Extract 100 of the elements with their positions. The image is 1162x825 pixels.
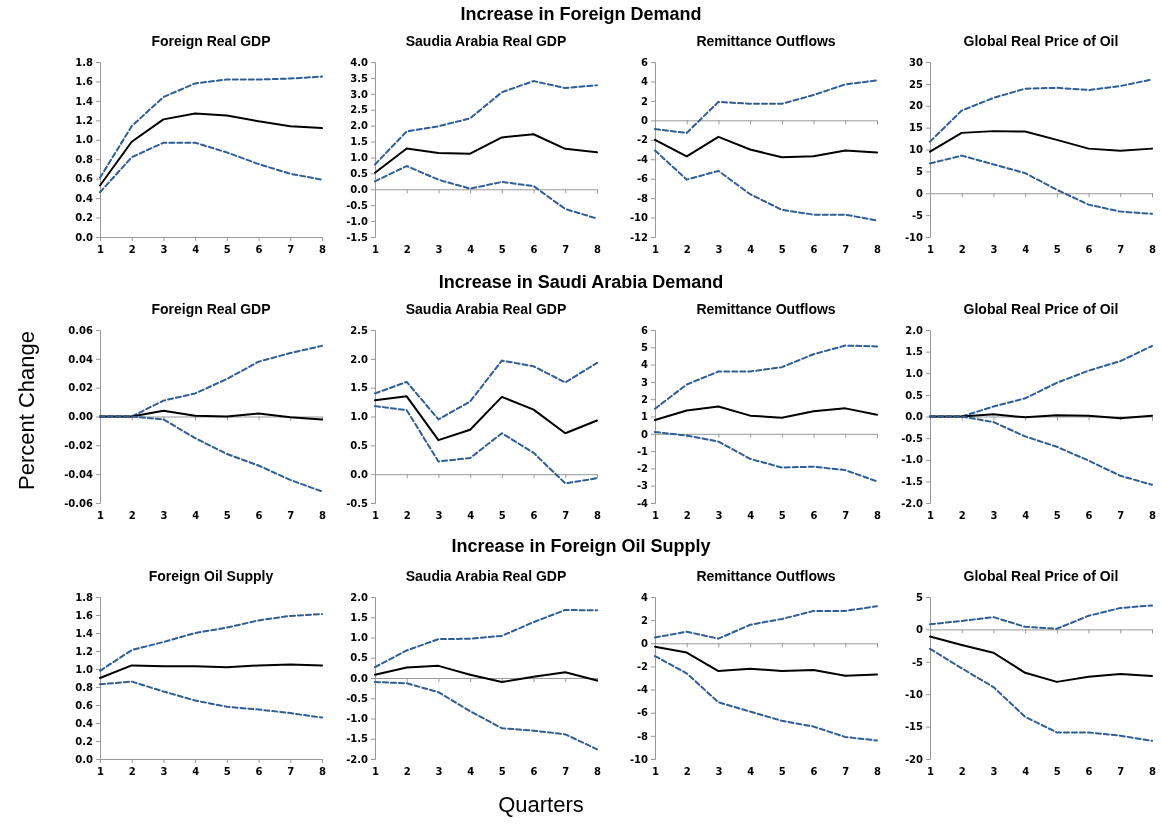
x-tick-label: 4 — [192, 510, 200, 522]
x-tick-label: 2 — [128, 244, 136, 256]
y-tick-label: 1.0 — [75, 134, 94, 146]
y-tick-label: 0.0 — [75, 753, 94, 765]
y-tick-label: 4 — [641, 76, 649, 88]
line-series — [99, 680, 323, 719]
x-tick-label: 8 — [319, 244, 327, 256]
line-series — [929, 154, 1153, 215]
y-tick-label: -12 — [629, 231, 649, 243]
x-tick-label: 7 — [287, 510, 295, 522]
y-tick-label: 2.5 — [350, 324, 369, 336]
y-tick-label: 3.0 — [350, 88, 369, 100]
y-tick-label: 1 — [641, 411, 649, 423]
x-tick-label: 3 — [435, 766, 443, 778]
y-tick-label: 2 — [641, 393, 649, 405]
y-tick-label: -0.02 — [64, 440, 94, 452]
x-tick-label: 8 — [874, 766, 882, 778]
y-tick-label: 0.4 — [75, 717, 94, 729]
y-tick-label: -2.0 — [346, 753, 369, 765]
y-tick-label: 1.5 — [350, 136, 369, 148]
line-series — [929, 647, 1153, 742]
y-tick-label: -4 — [636, 153, 649, 165]
x-tick-label: 4 — [747, 244, 755, 256]
y-tick-label: 0.5 — [905, 389, 924, 401]
x-tick-label: 3 — [990, 244, 998, 256]
y-tick-label: 20 — [909, 100, 924, 112]
y-tick-label: -6 — [636, 173, 649, 185]
y-tick-label: 1.4 — [75, 627, 94, 639]
line-series — [654, 431, 878, 483]
x-tick-label: 6 — [255, 244, 263, 256]
x-tick-label: 4 — [192, 766, 200, 778]
line-series — [374, 359, 598, 421]
chart-subtitle: Increase in Foreign Demand — [460, 4, 702, 24]
x-tick-label: 1 — [97, 766, 105, 778]
y-tick-label: 1.0 — [75, 663, 94, 675]
y-tick-label: -10 — [629, 212, 649, 224]
line-series — [929, 635, 1153, 683]
line-series — [374, 405, 598, 485]
y-tick-label: 2 — [641, 614, 649, 626]
y-tick-label: 15 — [909, 122, 924, 134]
y-tick-label: -2 — [636, 134, 649, 146]
x-tick-label: 2 — [128, 766, 136, 778]
x-tick-label: 2 — [403, 766, 411, 778]
line-series — [99, 112, 323, 187]
x-tick-label: 1 — [372, 244, 380, 256]
chart-title: Global Real Price of Oil — [963, 301, 1119, 317]
line-series — [374, 395, 598, 442]
y-tick-label: 2.0 — [350, 120, 369, 132]
x-tick-label: 3 — [715, 244, 723, 256]
x-tick-label: 8 — [1149, 244, 1157, 256]
y-tick-label: -4 — [636, 684, 649, 696]
x-tick-label: 2 — [128, 510, 136, 522]
x-tick-label: 6 — [530, 766, 538, 778]
y-tick-label: 0 — [641, 637, 649, 649]
x-tick-label: 5 — [1053, 766, 1061, 778]
y-tick-label: 10 — [909, 144, 924, 156]
x-tick-label: 8 — [874, 244, 882, 256]
y-tick-label: 0.00 — [68, 411, 94, 423]
y-tick-label: 3 — [641, 376, 649, 388]
y-tick-label: 5 — [641, 342, 649, 353]
y-tick-label: 25 — [909, 78, 924, 90]
x-tick-label: 7 — [1117, 766, 1125, 778]
y-tick-label: 1.2 — [75, 645, 94, 657]
y-tick-label: 1.0 — [350, 152, 369, 164]
x-tick-label: 4 — [747, 510, 755, 522]
x-tick-label: 5 — [778, 510, 786, 522]
x-tick-label: 4 — [1022, 766, 1030, 778]
y-tick-label: -20 — [904, 753, 924, 765]
x-tick-label: 8 — [1149, 766, 1157, 778]
x-tick-label: 2 — [403, 244, 411, 256]
x-tick-label: 1 — [97, 244, 105, 256]
y-tick-label: 0.02 — [68, 382, 94, 394]
y-tick-label: 0.5 — [350, 440, 369, 452]
x-tick-label: 3 — [160, 510, 168, 522]
x-tick-label: 1 — [372, 766, 380, 778]
x-tick-label: 5 — [223, 766, 231, 778]
x-tick-label: 6 — [810, 510, 818, 522]
x-tick-label: 2 — [683, 244, 691, 256]
y-tick-label: -4 — [636, 497, 649, 509]
y-tick-label: -1.0 — [901, 454, 924, 466]
y-tick-label: 0.0 — [350, 672, 369, 684]
x-tick-label: 2 — [958, 510, 966, 522]
y-tick-label: -10 — [904, 231, 924, 243]
y-tick-label: -2 — [636, 463, 649, 475]
y-tick-label: 0 — [916, 187, 924, 199]
x-tick-label: 5 — [498, 510, 506, 522]
chart-title: Saudia Arabia Real GDP — [405, 33, 567, 49]
x-tick-label: 1 — [97, 510, 105, 522]
y-tick-label: -6 — [636, 707, 649, 719]
line-series — [654, 135, 878, 159]
x-tick-label: 8 — [319, 766, 327, 778]
y-tick-label: 0.8 — [75, 681, 94, 693]
chart-title: Foreign Real GDP — [151, 301, 271, 317]
x-tick-label: 3 — [160, 766, 168, 778]
y-tick-label: 0.6 — [75, 699, 94, 711]
y-tick-label: 0.0 — [350, 468, 369, 480]
line-series — [374, 664, 598, 684]
x-tick-label: 6 — [530, 510, 538, 522]
y-tick-label: 1.8 — [75, 591, 94, 603]
y-tick-label: -10 — [629, 753, 649, 765]
